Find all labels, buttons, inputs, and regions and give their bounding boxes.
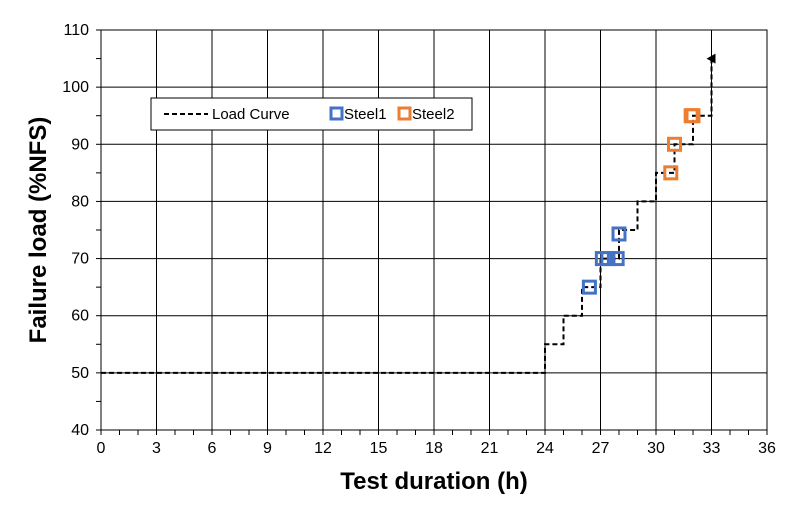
x-tick-label: 0 [97,440,106,457]
x-tick-label: 30 [647,440,665,457]
legend-steel2-swatch [397,106,412,121]
x-tick-labels: 0 3 6 9 12 15 18 21 24 27 30 33 36 [97,440,776,457]
y-tick-label: 60 [71,308,89,325]
steel1-marker [581,279,597,295]
steel2-marker [685,108,701,124]
x-axis-title: Test duration (h) [340,468,528,495]
steel1-marker [600,251,616,267]
x-tick-label: 24 [536,440,554,457]
steel2-marker [663,165,679,181]
y-tick-labels: 40 50 60 70 80 90 100 110 [62,22,89,439]
steel2-marker [667,136,682,152]
x-tick-label: 36 [758,440,776,457]
x-tick-label: 12 [314,440,332,457]
steel1-marker [611,226,627,242]
legend-load-curve-label: Load Curve [212,106,290,123]
y-tick-label: 40 [71,422,89,439]
series-layer [101,53,716,374]
y-tick-label: 50 [71,365,89,382]
x-tick-label: 9 [263,440,272,457]
steel1-marker [609,251,625,267]
x-tick-label: 18 [425,440,443,457]
minor-ticks [96,29,768,435]
x-tick-label: 6 [208,440,217,457]
y-tick-label: 110 [63,22,89,39]
y-tick-label: 70 [71,251,89,268]
legend-steel2-label: Steel2 [412,106,455,123]
x-tick-label: 33 [703,440,721,457]
legend-steel1-label: Steel1 [344,106,387,123]
x-tick-label: 15 [370,440,388,457]
legend-steel1-swatch [329,106,344,121]
load-curve-line [101,53,716,374]
x-tick-label: 27 [592,440,610,457]
y-axis-title: Failure load (%NFS) [25,117,52,344]
x-tick-label: 21 [481,440,499,457]
x-tick-label: 3 [152,440,161,457]
y-tick-label: 100 [62,79,89,96]
y-tick-label: 90 [71,136,89,153]
grid [100,29,768,431]
y-tick-label: 80 [71,193,89,210]
legend: Load Curve Steel1 Steel2 [150,97,473,131]
